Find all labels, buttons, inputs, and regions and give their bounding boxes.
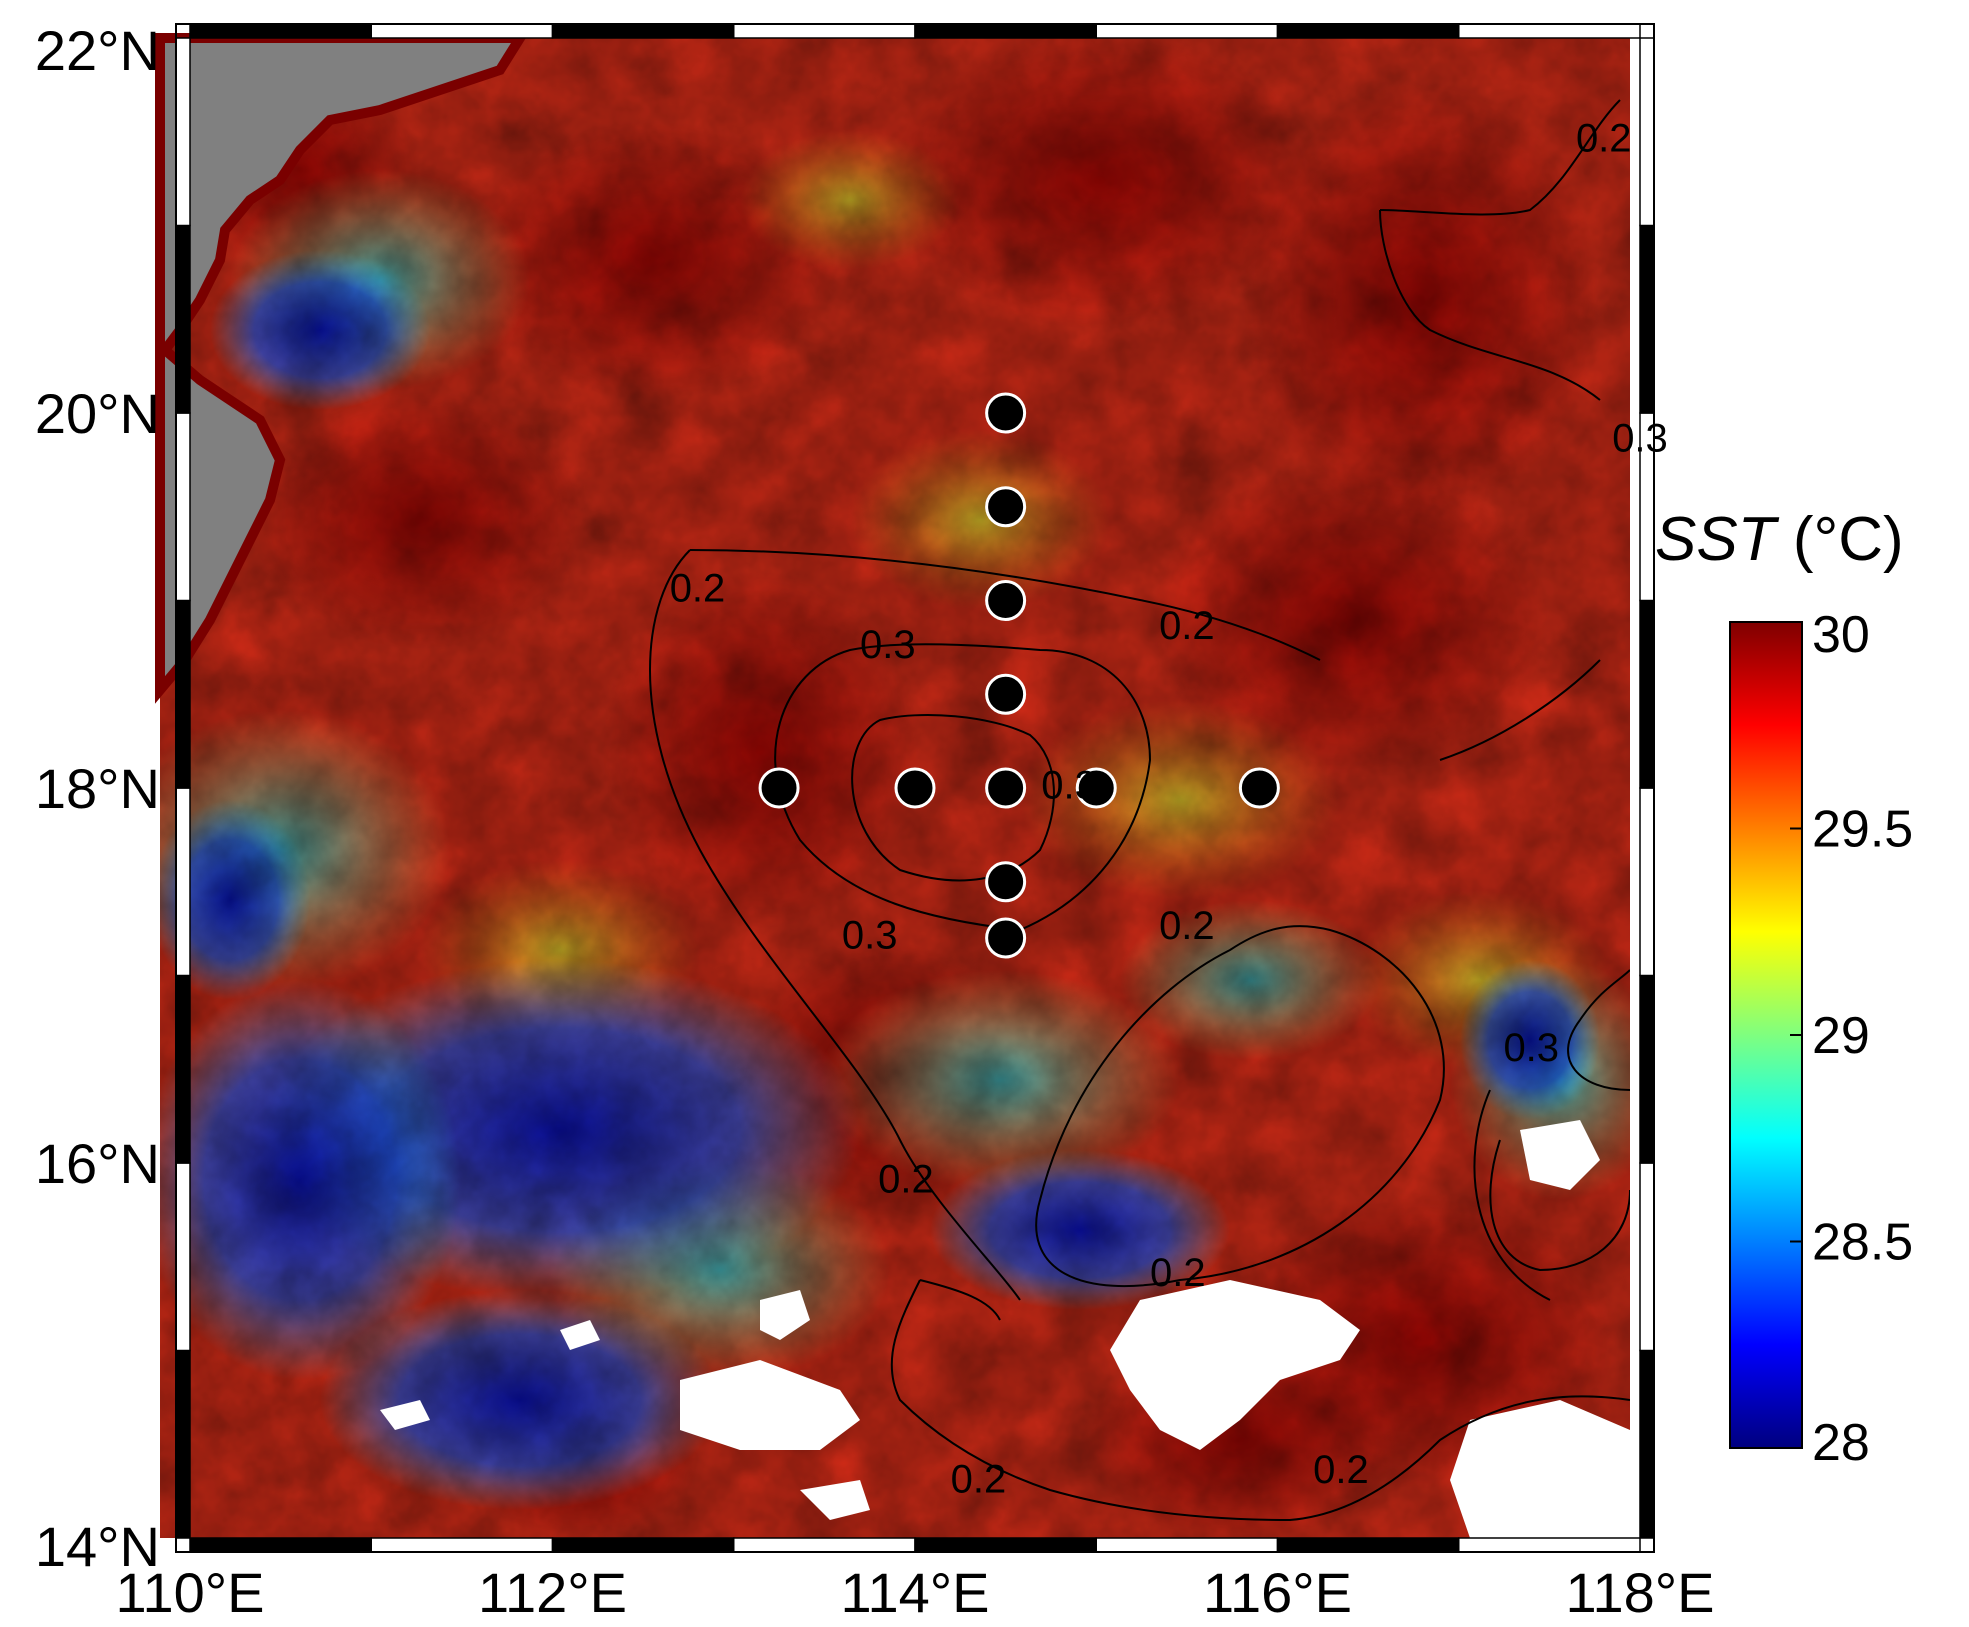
station-marker <box>985 486 1027 528</box>
frame-segment-bottom <box>1458 1537 1641 1553</box>
lat-tick-label: 20°N <box>35 382 160 445</box>
contour-lines <box>649 99 1630 1522</box>
frame-segment-left <box>175 974 191 1164</box>
colorbar-title-italic: SST <box>1655 505 1780 574</box>
frame-segment-right <box>1639 37 1655 227</box>
contour-label: 0.3 <box>860 623 916 667</box>
station-marker <box>985 917 1027 959</box>
lon-tick-label: 114°E <box>840 1561 989 1624</box>
frame-segment-left <box>175 37 191 227</box>
station-marker <box>985 580 1027 621</box>
contour-label: 0.2 <box>878 1157 934 1201</box>
contour-label: 0.3 <box>1503 1026 1559 1070</box>
station-marker <box>985 392 1027 434</box>
frame-segment-right <box>1639 1162 1655 1352</box>
frame-segment-left <box>175 1162 191 1352</box>
colorbar-tick-label: 29 <box>1812 1007 1870 1065</box>
station-marker <box>985 767 1027 809</box>
lat-tick-label: 18°N <box>35 757 160 820</box>
frame-segment-right <box>1639 224 1655 414</box>
contour-label: 0.2 <box>951 1457 1007 1501</box>
station-marker <box>758 767 800 809</box>
lat-tick-label: 14°N <box>35 1515 160 1578</box>
station-marker <box>1075 767 1117 809</box>
frame-segment-top <box>551 23 735 39</box>
contour-labels-layer: 0.2 0.2 0.2 0.3 0.3 0.3 0.2 0.2 0.3 0.2 0.2 0.2 0.3 <box>670 117 1668 1502</box>
lat-tick-label: 22°N <box>35 19 160 82</box>
lon-tick-label: 112°E <box>478 1561 627 1624</box>
contour-label: 0.2 <box>1576 117 1632 161</box>
frame-segment-right <box>1639 787 1655 977</box>
contour-label: 0.3 <box>842 914 898 958</box>
station-marker <box>985 673 1027 715</box>
colorbar-ticks: 30 29.5 29 28.5 28 <box>1790 606 1913 1472</box>
frame-segment-bottom <box>733 1537 916 1553</box>
contour-label: 0.3 <box>1612 417 1668 461</box>
lat-tick-label: 16°N <box>35 1132 160 1195</box>
frame-segment-bottom <box>914 1537 1097 1553</box>
frame-segment-top <box>733 23 916 39</box>
frame-segment-top <box>1458 23 1641 39</box>
lon-tick-label: 118°E <box>1565 1561 1714 1624</box>
colorbar-tick-label: 28 <box>1812 1414 1870 1472</box>
stations-layer <box>758 392 1280 959</box>
map-frame <box>175 23 1655 1553</box>
contour-label: 0.3 <box>1041 764 1097 808</box>
frame-segment-bottom <box>1276 1537 1460 1553</box>
lon-tick-label: 116°E <box>1203 1561 1352 1624</box>
frame-segment-bottom <box>551 1537 735 1553</box>
contour-label: 0.2 <box>1313 1448 1369 1492</box>
contour-label: 0.2 <box>670 567 726 611</box>
colorbar-tick-label: 28.5 <box>1812 1214 1913 1272</box>
frame-segment-top <box>914 23 1097 39</box>
frame-segment-bottom <box>370 1537 554 1553</box>
colorbar-title-units: (°C) <box>1776 505 1904 574</box>
frame-segment-bottom <box>189 1537 372 1553</box>
frame-segment-top <box>370 23 554 39</box>
frame-segment-left <box>175 787 191 977</box>
no-data-patches <box>380 1120 1630 1538</box>
frame-segment-bottom <box>1095 1537 1279 1553</box>
frame-segment-right <box>1639 974 1655 1164</box>
frame-segment-left <box>175 1349 191 1539</box>
contour-label: 0.2 <box>1159 904 1215 948</box>
contour-label: 0.2 <box>1150 1251 1206 1295</box>
frame-segment-right <box>1639 1349 1655 1539</box>
frame-segment-left <box>175 412 191 602</box>
longitude-tick-labels: 110°E 112°E 114°E 116°E 118°E <box>115 1561 1714 1624</box>
colorbar: 30 29.5 29 28.5 28 SST (°C) <box>1655 505 1913 1472</box>
colorbar-tick-label: 30 <box>1812 606 1870 664</box>
colorbar-title: SST (°C) <box>1655 505 1904 574</box>
station-marker <box>1238 767 1280 809</box>
lon-tick-label: 110°E <box>115 1561 264 1624</box>
colorbar-tick-label: 29.5 <box>1812 801 1913 859</box>
frame-segment-left <box>175 599 191 789</box>
frame-segment-right <box>1639 599 1655 789</box>
frame-segment-left <box>175 224 191 414</box>
latitude-tick-labels: 14°N 16°N 18°N 20°N 22°N <box>35 19 160 1578</box>
station-marker <box>894 767 936 809</box>
sst-field <box>160 38 1630 1538</box>
frame-segment-top <box>1276 23 1460 39</box>
contour-label: 0.2 <box>1159 604 1215 648</box>
frame-outline <box>175 23 1655 1553</box>
frame-segment-top <box>189 23 372 39</box>
station-marker <box>985 861 1027 903</box>
frame-segment-top <box>1095 23 1279 39</box>
